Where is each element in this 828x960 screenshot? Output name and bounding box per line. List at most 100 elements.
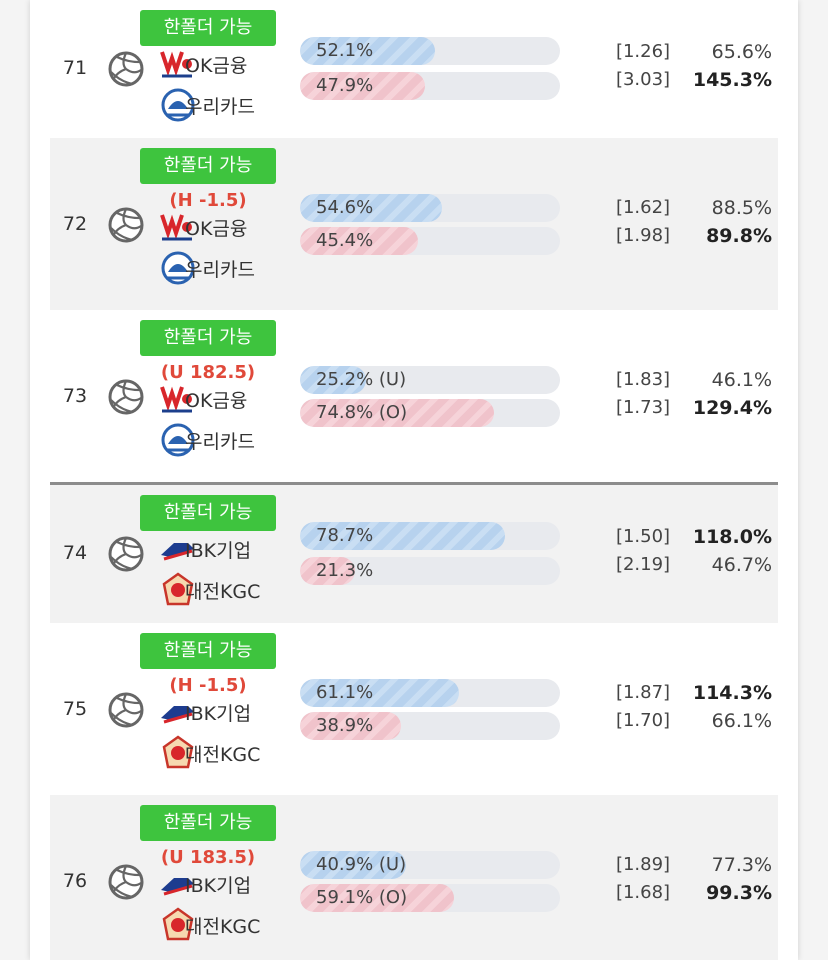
team-name: IBK기업 <box>185 540 252 562</box>
handicap: (H -1.5) <box>169 675 247 696</box>
bar-label: 40.9% (U) <box>316 854 407 875</box>
bar-track: 52.1% <box>300 37 560 65</box>
match-row: 73 한폴더 가능 (U 182.5) OK금융 우리카드 25.2% (U) 74.8% … <box>50 310 778 482</box>
bar-track: 54.6% <box>300 194 560 222</box>
handicap: (H -1.5) <box>169 190 247 211</box>
bar-track: 61.1% <box>300 679 560 707</box>
bar <box>300 522 505 550</box>
bar-track: 78.7% <box>300 522 560 550</box>
team-name: 대전KGC <box>185 916 261 938</box>
bar-track: 21.3% <box>300 557 560 585</box>
team-name: 대전KGC <box>185 744 261 766</box>
bar <box>300 366 366 394</box>
bar-label: 47.9% <box>316 75 374 96</box>
match-number: 74 <box>62 542 88 564</box>
status-badge: 한폴더 가능 <box>140 10 276 46</box>
team-logo <box>160 386 192 413</box>
return-rate: 46.7% <box>711 554 772 576</box>
return-rate: 46.1% <box>711 369 772 391</box>
bar <box>300 884 454 912</box>
team-logo <box>161 251 195 285</box>
match-number: 73 <box>62 385 88 407</box>
bar-track: 59.1% (O) <box>300 884 560 912</box>
team-logo <box>162 907 194 941</box>
bar <box>300 194 442 222</box>
odds: [1.87] <box>615 682 671 703</box>
return-rate: 114.3% <box>692 682 772 704</box>
team-logo <box>161 706 194 724</box>
return-rate: 65.6% <box>711 41 772 63</box>
bar-label: 25.2% (U) <box>316 369 407 390</box>
match-number: 75 <box>62 698 88 720</box>
bar <box>300 37 436 65</box>
bar <box>300 557 356 585</box>
return-rate: 99.3% <box>706 882 772 904</box>
return-rate: 89.8% <box>706 225 772 247</box>
return-rate: 118.0% <box>692 526 772 548</box>
team-logo <box>161 88 195 122</box>
team-name: 우리카드 <box>185 96 255 118</box>
match-row: 76 한폴더 가능 (U 183.5) IBK기업 대전KGC 40.9% (U) 59.1… <box>50 795 778 960</box>
bar-track: 25.2% (U) <box>300 366 560 394</box>
sport-icon <box>108 51 144 87</box>
odds: [1.70] <box>615 710 671 731</box>
sport-icon <box>108 379 144 415</box>
team-name: OK금융 <box>185 390 248 412</box>
team-name: OK금융 <box>185 55 248 77</box>
return-rate: 129.4% <box>692 397 772 419</box>
odds: [1.98] <box>615 225 671 246</box>
bar-track: 47.9% <box>300 72 560 100</box>
bar-track: 38.9% <box>300 712 560 740</box>
bar <box>300 72 425 100</box>
odds: [1.73] <box>615 397 671 418</box>
sport-icon <box>108 692 144 728</box>
match-row: 74 한폴더 가능 IBK기업 대전KGC 78.7% 21.3% [1.50] 118.0%… <box>50 485 778 623</box>
status-badge: 한폴더 가능 <box>140 148 276 184</box>
handicap: (U 182.5) <box>160 362 256 383</box>
team-logo <box>162 735 194 769</box>
team-logo <box>161 878 194 896</box>
bar-label: 45.4% <box>316 230 374 251</box>
return-rate: 77.3% <box>711 854 772 876</box>
status-badge: 한폴더 가능 <box>140 633 276 669</box>
return-rate: 145.3% <box>692 69 772 91</box>
team-logo <box>162 572 194 606</box>
return-rate: 66.1% <box>711 710 772 732</box>
match-number: 71 <box>62 57 88 79</box>
team-name: 우리카드 <box>185 431 255 453</box>
bar <box>300 227 419 255</box>
team-name: 대전KGC <box>185 581 261 603</box>
bar <box>300 679 459 707</box>
bar-track: 74.8% (O) <box>300 399 560 427</box>
bar <box>300 399 495 427</box>
sport-icon <box>108 536 144 572</box>
team-name: OK금융 <box>185 218 248 240</box>
sport-icon <box>108 207 144 243</box>
odds: [1.26] <box>615 41 671 62</box>
team-name: IBK기업 <box>185 703 252 725</box>
match-number: 72 <box>62 213 88 235</box>
status-badge: 한폴더 가능 <box>140 805 276 841</box>
team-logo <box>160 51 192 78</box>
bar-label: 59.1% (O) <box>316 887 408 908</box>
odds: [3.03] <box>615 69 671 90</box>
team-logo <box>160 214 192 241</box>
bar-label: 61.1% <box>316 682 374 703</box>
team-name: 우리카드 <box>185 259 255 281</box>
bar-label: 21.3% <box>316 560 374 581</box>
status-badge: 한폴더 가능 <box>140 495 276 531</box>
odds: [1.83] <box>615 369 671 390</box>
match-row: 72 한폴더 가능 (H -1.5) OK금융 우리카드 54.6% 45.4% [1.62]… <box>50 138 778 310</box>
team-name: IBK기업 <box>185 875 252 897</box>
bar-label: 52.1% <box>316 40 374 61</box>
bar-label: 54.6% <box>316 197 374 218</box>
team-logo <box>161 543 194 561</box>
odds: [1.89] <box>615 854 671 875</box>
return-rate: 88.5% <box>711 197 772 219</box>
handicap: (U 183.5) <box>160 847 256 868</box>
bar-track: 40.9% (U) <box>300 851 560 879</box>
group-divider <box>50 482 778 485</box>
